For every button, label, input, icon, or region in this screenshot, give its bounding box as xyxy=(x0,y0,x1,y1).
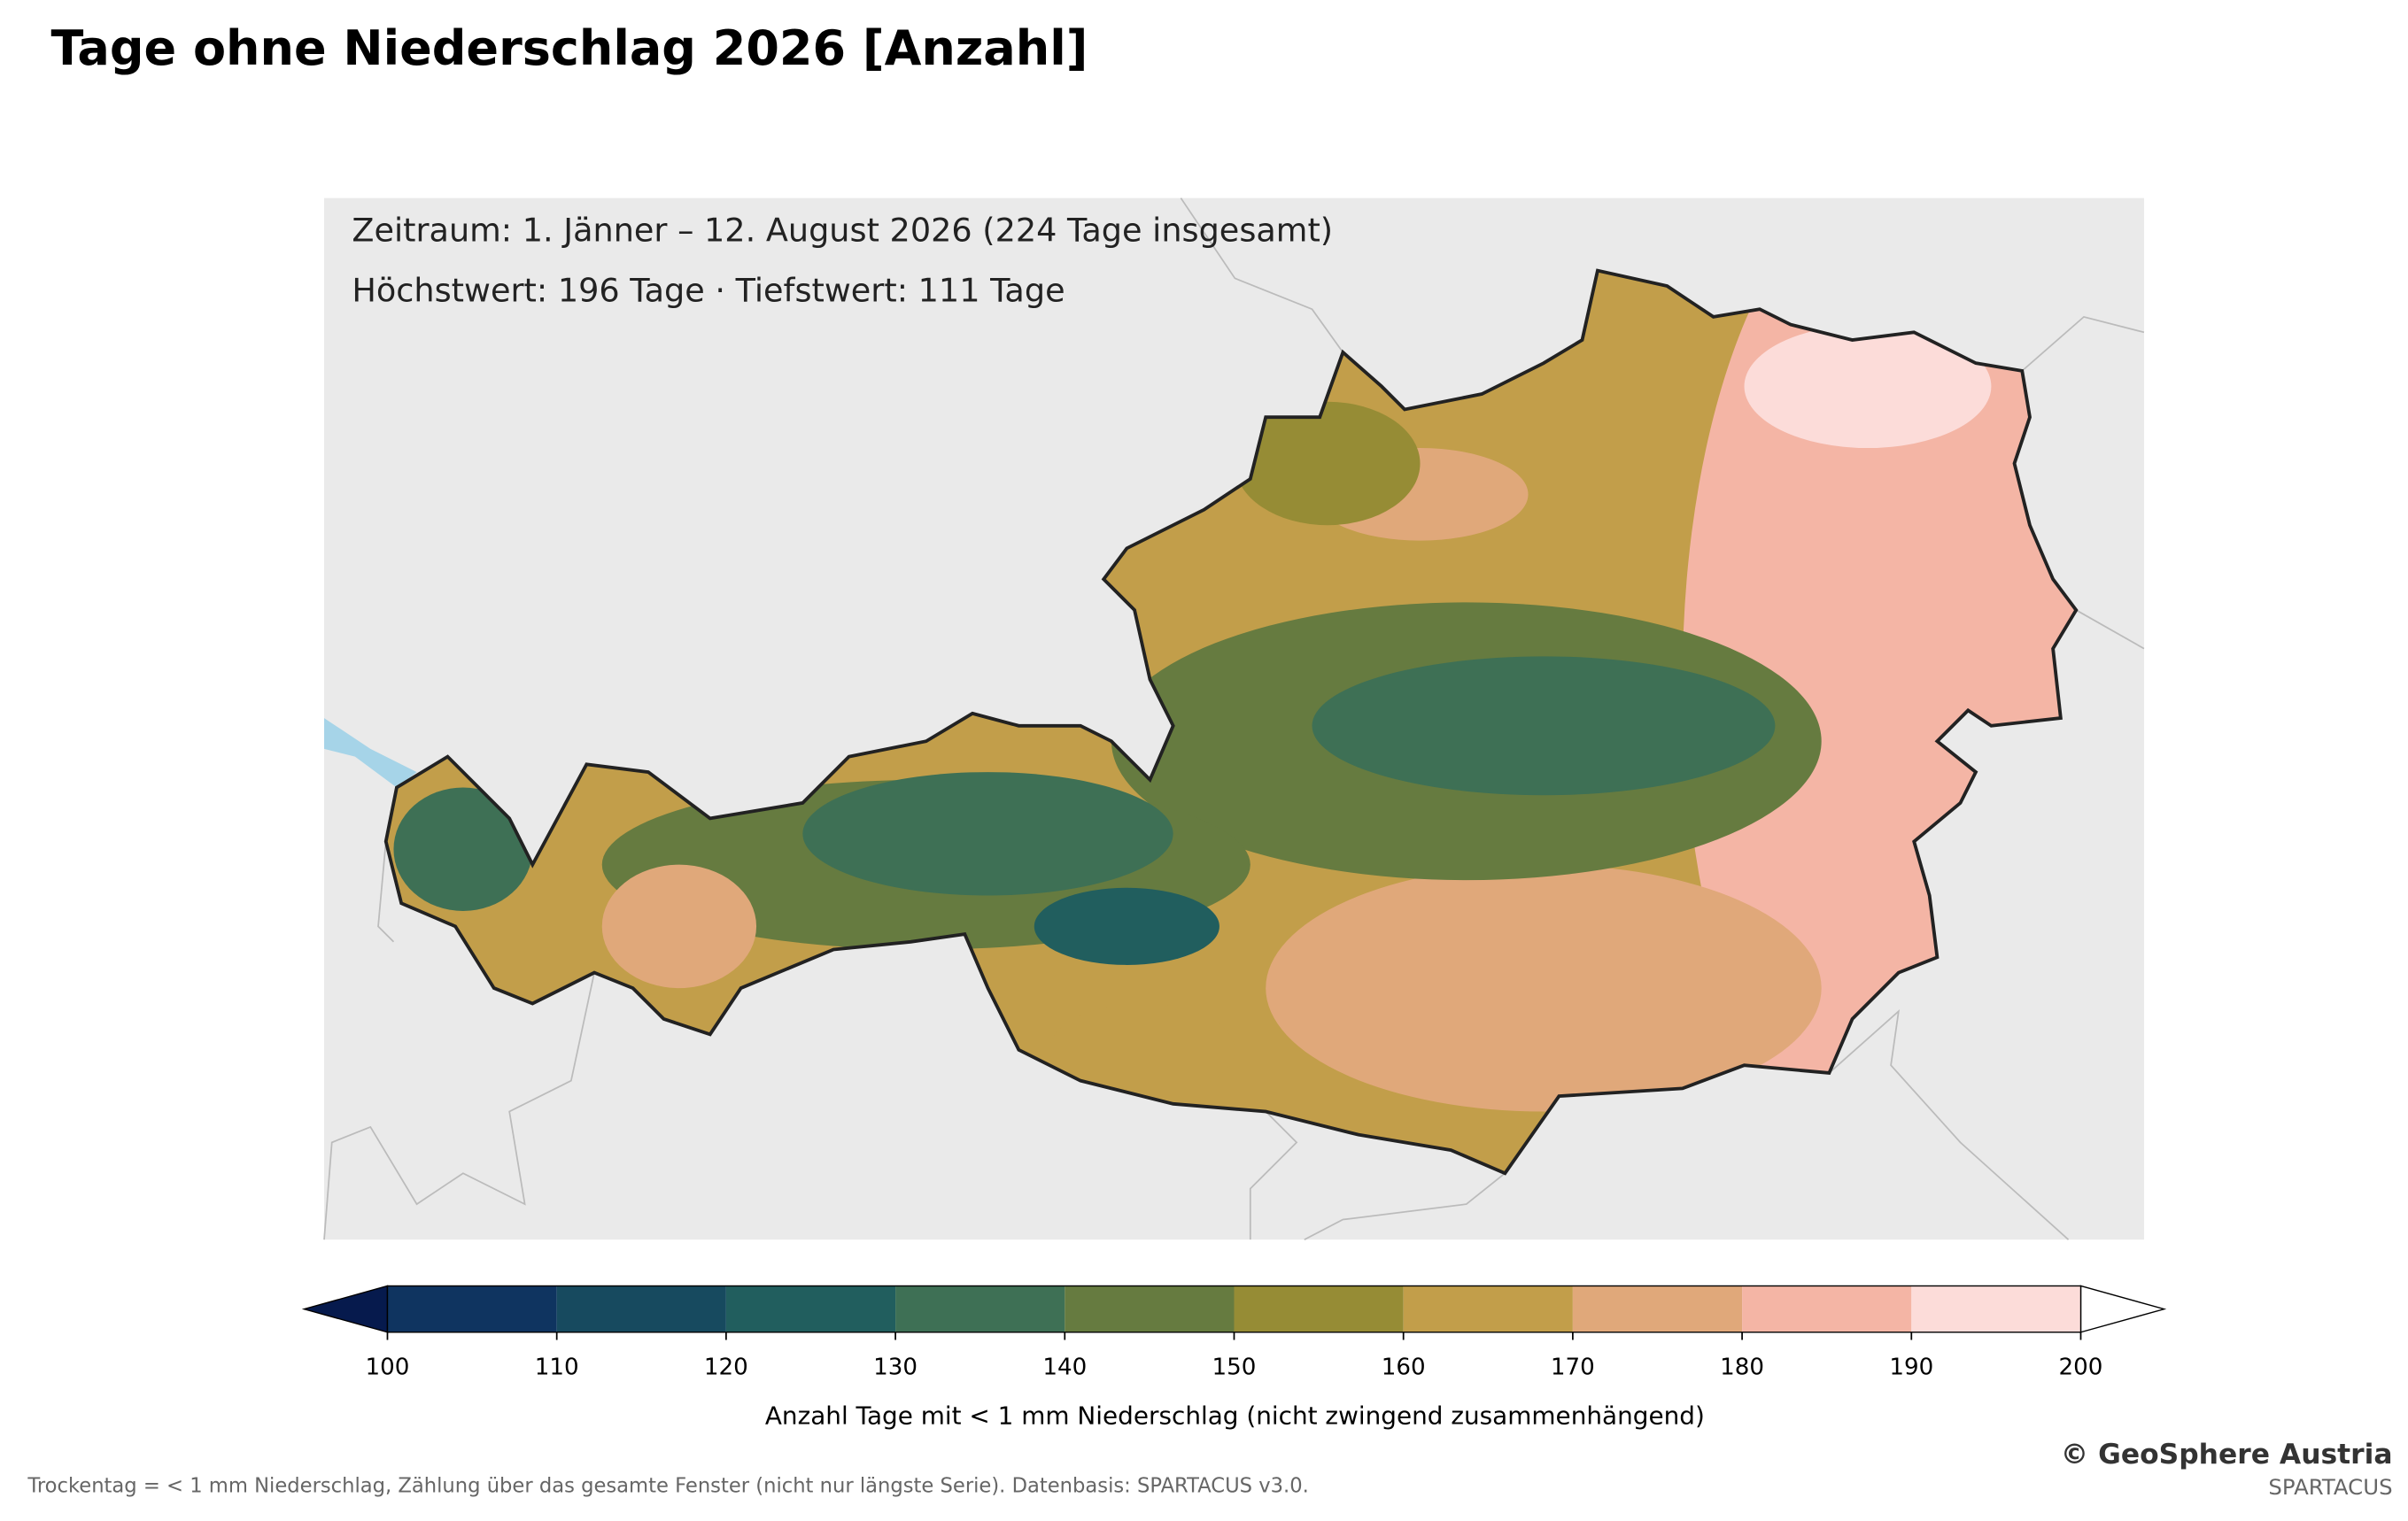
region xyxy=(1266,864,1822,1112)
colorbar-extend-over xyxy=(2079,1285,2167,1333)
colorbar-segment xyxy=(1065,1286,1235,1332)
region xyxy=(802,772,1173,896)
colorbar: 100 110 120 130 140 150 160 170 180 190 200 xyxy=(301,1285,2167,1380)
colorbar-segment xyxy=(1742,1286,1912,1332)
tick-label: 120 xyxy=(704,1354,748,1380)
lake xyxy=(324,718,417,788)
colorbar-extend-under xyxy=(301,1285,389,1333)
info-line: Höchstwert: 196 Tage · Tiefstwert: 111 T… xyxy=(352,272,1065,310)
tick-label: 160 xyxy=(1382,1354,1426,1380)
colorbar-segment xyxy=(895,1286,1065,1332)
footnote: Trockentag = < 1 mm Niederschlag, Zählun… xyxy=(27,1475,1308,1498)
tick-label: 150 xyxy=(1212,1354,1257,1380)
credit: © GeoSphere Austria xyxy=(2061,1439,2393,1471)
tick-label: 170 xyxy=(1551,1354,1595,1380)
tick-label: 190 xyxy=(1889,1354,1933,1380)
tick-label: 130 xyxy=(873,1354,918,1380)
region xyxy=(393,787,533,911)
tick-label: 200 xyxy=(2059,1354,2103,1380)
colorbar-segment xyxy=(556,1286,726,1332)
tick-label: 110 xyxy=(535,1354,579,1380)
colorbar-segment xyxy=(387,1286,557,1332)
neighbour-borders xyxy=(323,197,2145,1240)
tick-label: 140 xyxy=(1042,1354,1087,1380)
colorbar-segment xyxy=(1572,1286,1743,1332)
region xyxy=(1312,656,1776,796)
info-line: Zeitraum: 1. Jänner – 12. August 2026 (2… xyxy=(352,212,1333,250)
colorbar-segment xyxy=(1911,1286,2081,1332)
source: SPARTACUS xyxy=(2268,1474,2392,1500)
tick-label: 180 xyxy=(1720,1354,1764,1380)
colorbar-segment xyxy=(1234,1286,1404,1332)
region xyxy=(1049,1003,1235,1097)
region xyxy=(1034,887,1219,965)
region xyxy=(1235,401,1421,526)
colorbar-label: Anzahl Tage mit < 1 mm Niederschlag (nic… xyxy=(765,1401,1705,1431)
region xyxy=(1744,324,1992,449)
colorbar-segment xyxy=(1403,1286,1573,1332)
title: Tage ohne Niederschlag 2026 [Anzahl] xyxy=(51,20,1088,76)
colorbar-segment xyxy=(725,1286,896,1332)
tick-label: 100 xyxy=(366,1354,410,1380)
region xyxy=(601,864,757,989)
